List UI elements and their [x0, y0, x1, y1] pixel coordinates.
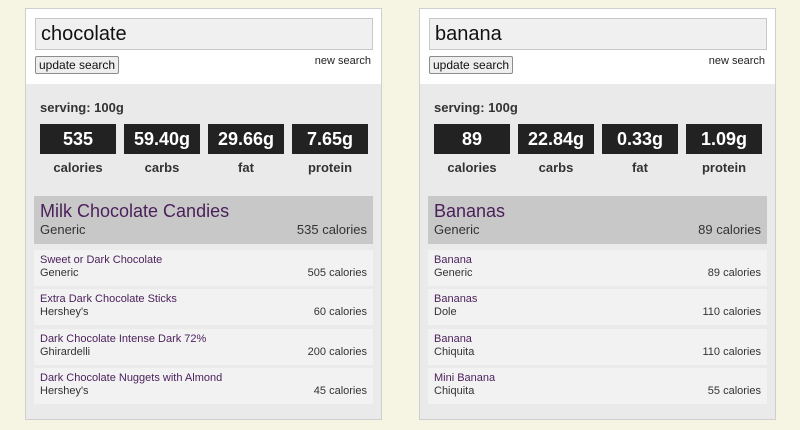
- search-input[interactable]: [35, 18, 373, 50]
- result-name: Banana: [434, 254, 472, 266]
- serving-size: serving: 100g: [40, 100, 124, 115]
- stat-label: carbs: [144, 160, 180, 175]
- stat-carbs: 59.40g carbs: [124, 124, 200, 175]
- stat-label: calories: [447, 160, 497, 175]
- selected-result-name: Bananas: [434, 201, 506, 221]
- result-name: Mini Banana: [434, 372, 496, 384]
- nutrition-panel: update search new search serving: 100g 8…: [419, 8, 776, 420]
- stat-value: 29.66g: [208, 124, 284, 154]
- result-name: Extra Dark Chocolate Sticks: [40, 293, 177, 305]
- result-calories: 505 calories: [307, 267, 367, 279]
- result-brand: Generic: [40, 267, 79, 279]
- result-item[interactable]: Dark Chocolate Intense Dark 72% Ghirarde…: [34, 329, 373, 365]
- stat-label: calories: [53, 160, 103, 175]
- search-area: update search new search: [26, 9, 381, 84]
- selected-result[interactable]: Bananas Generic 89 calories: [428, 196, 767, 244]
- result-brand: Hershey's: [40, 306, 89, 318]
- result-calories: 200 calories: [307, 346, 367, 358]
- result-brand: Chiquita: [434, 385, 475, 397]
- stat-label: carbs: [538, 160, 574, 175]
- result-name: Dark Chocolate Intense Dark 72%: [40, 333, 207, 345]
- stat-label: fat: [632, 160, 648, 175]
- update-search-button[interactable]: update search: [429, 56, 514, 74]
- result-item[interactable]: Extra Dark Chocolate Sticks Hershey's 60…: [34, 289, 373, 325]
- result-name: Dark Chocolate Nuggets with Almond: [40, 372, 223, 384]
- stat-calories: 535 calories: [40, 124, 116, 175]
- result-calories: 45 calories: [313, 385, 367, 397]
- stat-label: fat: [238, 160, 254, 175]
- stat-fat: 29.66g fat: [208, 124, 284, 175]
- new-search-link[interactable]: new search: [314, 55, 371, 67]
- result-name: Sweet or Dark Chocolate: [40, 254, 163, 266]
- search-area: update search new search: [420, 9, 775, 84]
- stat-label: protein: [701, 160, 747, 175]
- result-brand: Ghirardelli: [40, 346, 91, 358]
- result-calories: 110 calories: [702, 306, 762, 318]
- new-search-link[interactable]: new search: [708, 55, 765, 67]
- result-name: Banana: [434, 333, 472, 345]
- selected-result-brand: Generic: [40, 222, 86, 237]
- selected-result-brand: Generic: [434, 222, 480, 237]
- stat-value: 0.33g: [602, 124, 678, 154]
- serving-size: serving: 100g: [434, 100, 518, 115]
- selected-result-calories: 89 calories: [698, 222, 761, 237]
- nutrition-panel: update search new search serving: 100g 5…: [25, 8, 382, 420]
- result-brand: Chiquita: [434, 346, 475, 358]
- stat-carbs: 22.84g carbs: [518, 124, 594, 175]
- stat-value: 1.09g: [686, 124, 762, 154]
- result-calories: 55 calories: [707, 385, 761, 397]
- result-item[interactable]: Banana Chiquita 110 calories: [428, 329, 767, 365]
- result-item[interactable]: Dark Chocolate Nuggets with Almond Hersh…: [34, 368, 373, 404]
- selected-result[interactable]: Milk Chocolate Candies Generic 535 calor…: [34, 196, 373, 244]
- stat-value: 89: [434, 124, 510, 154]
- search-input[interactable]: [429, 18, 767, 50]
- stat-protein: 7.65g protein: [292, 124, 368, 175]
- result-calories: 60 calories: [313, 306, 367, 318]
- stat-calories: 89 calories: [434, 124, 510, 175]
- result-brand: Generic: [434, 267, 473, 279]
- result-calories: 110 calories: [702, 346, 762, 358]
- stat-value: 535: [40, 124, 116, 154]
- selected-result-name: Milk Chocolate Candies: [40, 201, 230, 221]
- update-search-button[interactable]: update search: [35, 56, 120, 74]
- stat-value: 7.65g: [292, 124, 368, 154]
- result-name: Bananas: [434, 293, 478, 305]
- result-brand: Hershey's: [40, 385, 89, 397]
- result-item[interactable]: Sweet or Dark Chocolate Generic 505 calo…: [34, 250, 373, 286]
- result-item[interactable]: Mini Banana Chiquita 55 calories: [428, 368, 767, 404]
- selected-result-calories: 535 calories: [296, 222, 367, 237]
- result-item[interactable]: Bananas Dole 110 calories: [428, 289, 767, 325]
- stat-fat: 0.33g fat: [602, 124, 678, 175]
- stat-value: 22.84g: [518, 124, 594, 154]
- result-item[interactable]: Banana Generic 89 calories: [428, 250, 767, 286]
- stat-value: 59.40g: [124, 124, 200, 154]
- stat-protein: 1.09g protein: [686, 124, 762, 175]
- result-calories: 89 calories: [707, 267, 761, 279]
- stat-label: protein: [307, 160, 353, 175]
- result-brand: Dole: [434, 306, 457, 318]
